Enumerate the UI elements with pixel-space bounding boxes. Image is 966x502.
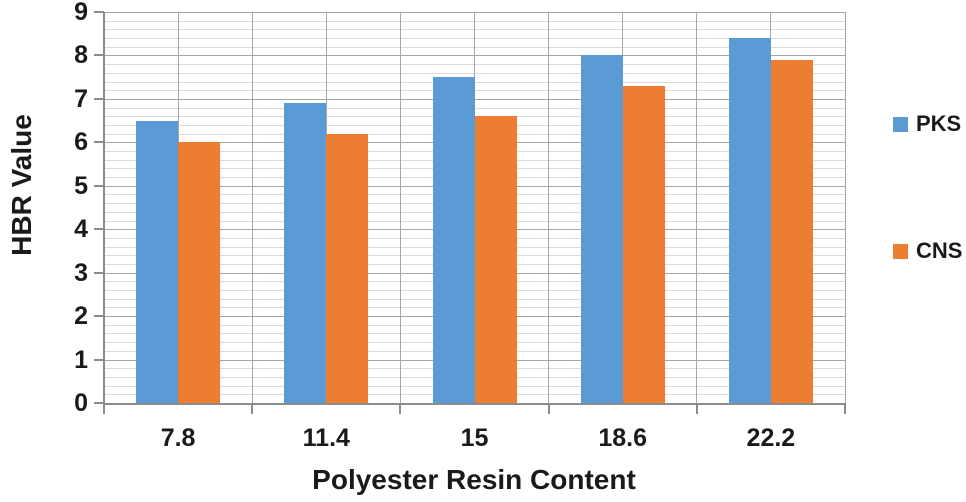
gridline-v [696, 12, 698, 403]
gridline-v [399, 12, 401, 403]
x-axis-tick [399, 403, 402, 414]
x-axis-tick [695, 403, 698, 414]
bar-pks [728, 38, 771, 403]
x-tick-label: 11.4 [302, 424, 350, 452]
legend-item-pks: PKS [893, 111, 962, 136]
x-axis-tick [251, 403, 254, 414]
y-tick-label: 2 [74, 302, 88, 331]
y-axis-tick [94, 97, 104, 100]
y-tick-label: 8 [74, 41, 88, 70]
y-tick-label: 9 [74, 0, 88, 26]
x-axis-line [103, 403, 846, 405]
y-axis-tick [94, 54, 104, 57]
y-tick-label: 5 [74, 171, 88, 200]
bar-pks [136, 120, 179, 403]
x-tick-label: 7.8 [160, 424, 196, 452]
y-tick-label: 3 [74, 258, 88, 287]
bar-pks [580, 55, 623, 403]
bar-pks [432, 77, 475, 403]
x-axis-tick [844, 403, 846, 414]
x-tick-label: 18.6 [598, 424, 648, 452]
y-axis-tick [94, 184, 104, 187]
y-axis-tick [94, 358, 104, 361]
y-tick-label: 7 [74, 84, 88, 113]
legend-item-cns: CNS [893, 238, 963, 263]
y-axis-line [103, 12, 105, 404]
y-axis-tick [94, 315, 104, 318]
x-axis-title: Polyester Resin Content [312, 464, 636, 495]
y-axis-tick [94, 228, 104, 231]
x-axis-tick [103, 403, 105, 414]
y-tick-label: 4 [74, 215, 88, 244]
y-axis-tick [94, 141, 104, 144]
legend-label-cns: CNS [916, 238, 963, 263]
plot-area [94, 11, 846, 414]
gridline-v [548, 12, 550, 403]
y-axis-tick [94, 11, 104, 13]
y-axis-tick [94, 402, 104, 404]
bar-pks [284, 103, 327, 403]
legend-swatch-cns [893, 243, 908, 259]
x-tick-label: 15 [460, 424, 489, 452]
y-tick-label: 0 [74, 389, 88, 417]
bar-cns [770, 59, 813, 403]
x-tick-label: 22.2 [746, 424, 796, 452]
y-axis-tick [94, 271, 104, 274]
legend-label-pks: PKS [916, 111, 962, 136]
gridline-v [844, 12, 846, 403]
bar-cns [474, 116, 517, 403]
y-tick-label: 6 [74, 128, 88, 157]
gridline-v [251, 12, 253, 403]
y-tick-label: 1 [74, 345, 88, 374]
x-axis-tick [547, 403, 550, 414]
bar-cns [326, 133, 369, 403]
bar-cns [178, 142, 221, 403]
legend-swatch-pks [893, 116, 908, 132]
bar-cns [622, 85, 665, 403]
